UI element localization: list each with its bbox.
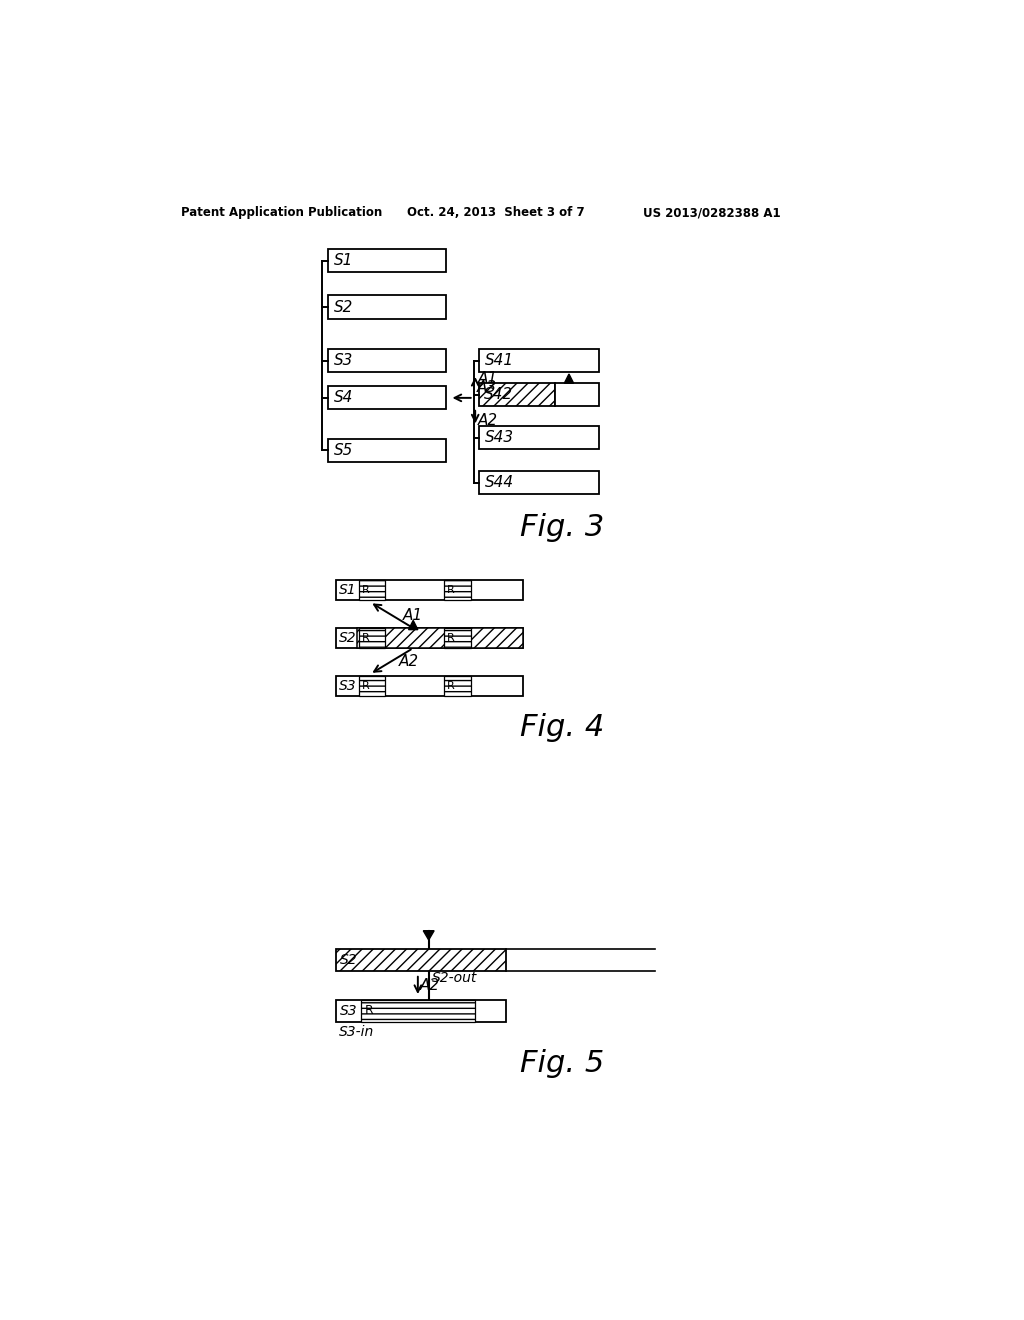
Bar: [359, 581, 385, 601]
Bar: [555, 383, 599, 407]
Bar: [360, 1001, 475, 1022]
Text: R: R: [447, 585, 455, 595]
Polygon shape: [409, 620, 418, 630]
Bar: [359, 628, 385, 648]
Text: S2: S2: [334, 300, 353, 314]
Text: S2: S2: [339, 631, 356, 645]
Text: A2: A2: [399, 653, 420, 669]
Bar: [328, 350, 445, 372]
Text: S41: S41: [485, 354, 514, 368]
Text: S3: S3: [339, 678, 356, 693]
Text: S4: S4: [334, 391, 353, 405]
Text: S1: S1: [334, 253, 353, 268]
Bar: [336, 676, 523, 696]
Bar: [328, 438, 445, 462]
Text: R: R: [447, 681, 455, 690]
Bar: [479, 383, 555, 407]
Text: A2: A2: [420, 978, 440, 993]
Text: A1: A1: [402, 607, 423, 623]
Text: S42: S42: [483, 387, 513, 403]
Text: Oct. 24, 2013  Sheet 3 of 7: Oct. 24, 2013 Sheet 3 of 7: [407, 206, 585, 219]
Text: US 2013/0282388 A1: US 2013/0282388 A1: [643, 206, 781, 219]
Text: S5: S5: [334, 442, 353, 458]
Text: R: R: [362, 681, 370, 690]
Text: A2: A2: [478, 413, 499, 428]
Text: S3-in: S3-in: [339, 1026, 374, 1039]
Bar: [357, 628, 523, 648]
Polygon shape: [423, 931, 434, 940]
Bar: [444, 676, 471, 696]
Text: R: R: [365, 1005, 373, 1018]
Text: A3: A3: [477, 380, 497, 395]
Text: R: R: [362, 585, 370, 595]
Text: S3: S3: [334, 354, 353, 368]
Text: S1: S1: [339, 583, 356, 598]
Bar: [444, 628, 471, 648]
Bar: [328, 249, 445, 272]
Polygon shape: [564, 374, 573, 383]
Bar: [336, 628, 523, 648]
Text: Fig. 5: Fig. 5: [520, 1048, 604, 1077]
Text: S3: S3: [340, 1003, 358, 1018]
Bar: [479, 350, 599, 372]
Bar: [336, 581, 523, 601]
Bar: [444, 581, 471, 601]
Text: A1: A1: [478, 371, 499, 387]
Text: S2-out: S2-out: [432, 972, 477, 986]
Bar: [479, 426, 599, 449]
Bar: [328, 387, 445, 409]
Text: S43: S43: [485, 430, 514, 445]
Bar: [328, 296, 445, 318]
Text: S44: S44: [485, 475, 514, 490]
Text: Patent Application Publication: Patent Application Publication: [180, 206, 382, 219]
Text: R: R: [447, 634, 455, 643]
Text: Fig. 3: Fig. 3: [520, 512, 604, 541]
Bar: [359, 676, 385, 696]
Bar: [336, 1001, 506, 1022]
Bar: [336, 949, 506, 970]
Bar: [479, 471, 599, 494]
Text: Fig. 4: Fig. 4: [520, 713, 604, 742]
Text: S2: S2: [340, 953, 358, 968]
Text: R: R: [362, 634, 370, 643]
